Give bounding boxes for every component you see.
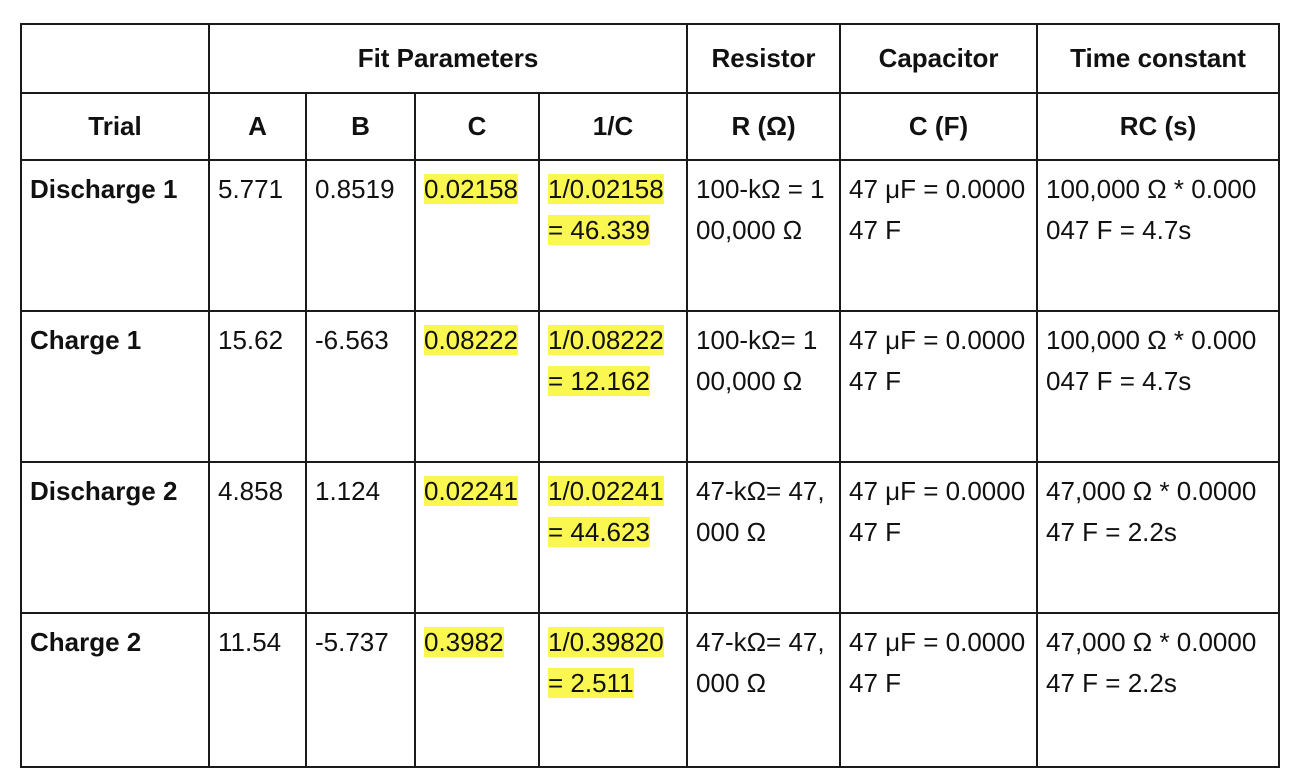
col-header-trial: Trial	[20, 92, 210, 161]
highlighted-text: 0.02241	[424, 476, 518, 506]
trial-cell: Discharge 2	[20, 461, 210, 614]
table-row: Charge 1 15.62 -6.563 0.08222 1/0.08222 …	[20, 310, 1281, 463]
results-table: Fit Parameters Resistor Capacitor Time c…	[20, 23, 1281, 768]
column-header-row: Trial A B C 1/C R (Ω) C (F) RC (s)	[20, 92, 1281, 161]
highlighted-text: 1/0.02241 = 44.623	[548, 476, 664, 547]
highlighted-text: 1/0.02158 = 46.339	[548, 174, 664, 245]
trial-cell: Discharge 1	[20, 159, 210, 312]
inv-c-cell: 1/0.08222 = 12.162	[537, 310, 689, 463]
highlighted-text: 0.3982	[424, 627, 504, 657]
trial-cell: Charge 2	[20, 612, 210, 768]
resistor-cell: 100-kΩ= 100,000 Ω	[686, 310, 842, 463]
b-cell: -5.737	[305, 612, 416, 768]
highlighted-text: 0.08222	[424, 325, 518, 355]
highlighted-text: 1/0.39820 = 2.511	[548, 627, 664, 698]
resistor-cell: 47-kΩ= 47,000 Ω	[686, 612, 842, 768]
header-resistor: Resistor	[686, 23, 842, 94]
c-cell: 0.08222	[414, 310, 540, 463]
time-constant-cell: 47,000 Ω * 0.000047 F = 2.2s	[1036, 612, 1281, 768]
b-cell: 0.8519	[305, 159, 416, 312]
a-cell: 11.54	[208, 612, 307, 768]
col-header-a: A	[208, 92, 307, 161]
resistor-cell: 100-kΩ = 100,000 Ω	[686, 159, 842, 312]
col-header-cap: C (F)	[839, 92, 1039, 161]
time-constant-cell: 100,000 Ω * 0.000047 F = 4.7s	[1036, 159, 1281, 312]
time-constant-cell: 100,000 Ω * 0.000047 F = 4.7s	[1036, 310, 1281, 463]
c-cell: 0.3982	[414, 612, 540, 768]
header-fit-parameters: Fit Parameters	[207, 23, 689, 94]
table-row: Discharge 1 5.771 0.8519 0.02158 1/0.021…	[20, 159, 1281, 312]
c-cell: 0.02158	[414, 159, 540, 312]
inv-c-cell: 1/0.02158 = 46.339	[537, 159, 689, 312]
header-capacitor: Capacitor	[839, 23, 1039, 94]
col-header-b: B	[305, 92, 416, 161]
highlighted-text: 1/0.08222 = 12.162	[548, 325, 664, 396]
col-header-c: C	[414, 92, 540, 161]
capacitor-cell: 47 μF = 0.000047 F	[839, 310, 1039, 463]
a-cell: 5.771	[208, 159, 307, 312]
b-cell: 1.124	[305, 461, 416, 614]
capacitor-cell: 47 μF = 0.000047 F	[839, 612, 1039, 768]
table-row: Discharge 2 4.858 1.124 0.02241 1/0.0224…	[20, 461, 1281, 614]
capacitor-cell: 47 μF = 0.000047 F	[839, 461, 1039, 614]
inv-c-cell: 1/0.39820 = 2.511	[537, 612, 689, 768]
resistor-cell: 47-kΩ= 47,000 Ω	[686, 461, 842, 614]
time-constant-cell: 47,000 Ω * 0.000047 F = 2.2s	[1036, 461, 1281, 614]
b-cell: -6.563	[305, 310, 416, 463]
a-cell: 15.62	[208, 310, 307, 463]
highlighted-text: 0.02158	[424, 174, 518, 204]
inv-c-cell: 1/0.02241 = 44.623	[537, 461, 689, 614]
col-header-rc: RC (s)	[1036, 92, 1281, 161]
table-row: Charge 2 11.54 -5.737 0.3982 1/0.39820 =…	[20, 612, 1281, 768]
group-header-row: Fit Parameters Resistor Capacitor Time c…	[20, 23, 1281, 94]
empty-corner-cell	[20, 23, 210, 94]
col-header-inv-c: 1/C	[537, 92, 689, 161]
trial-cell: Charge 1	[20, 310, 210, 463]
c-cell: 0.02241	[414, 461, 540, 614]
a-cell: 4.858	[208, 461, 307, 614]
col-header-r: R (Ω)	[686, 92, 842, 161]
capacitor-cell: 47 μF = 0.000047 F	[839, 159, 1039, 312]
header-time-constant: Time constant	[1036, 23, 1281, 94]
